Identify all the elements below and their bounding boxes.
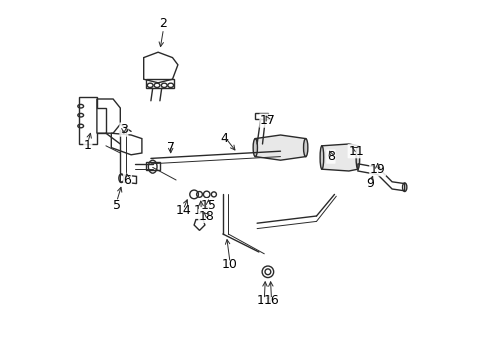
Text: 10: 10 — [222, 258, 238, 271]
Text: 7: 7 — [166, 141, 174, 154]
Text: 1: 1 — [84, 139, 92, 152]
Ellipse shape — [303, 139, 307, 157]
Text: 12: 12 — [193, 204, 209, 217]
Text: 4: 4 — [220, 132, 228, 145]
Text: 18: 18 — [198, 210, 214, 222]
Text: 17: 17 — [260, 114, 275, 127]
Text: 19: 19 — [369, 163, 385, 176]
Text: 3: 3 — [120, 123, 127, 136]
Text: 5: 5 — [112, 199, 121, 212]
Ellipse shape — [355, 146, 359, 169]
Ellipse shape — [320, 146, 323, 169]
Text: 11: 11 — [347, 145, 363, 158]
Text: 2: 2 — [159, 17, 167, 30]
Text: 9: 9 — [366, 177, 374, 190]
Ellipse shape — [253, 139, 257, 157]
Bar — [145, 162, 160, 170]
Text: 15: 15 — [200, 199, 216, 212]
Polygon shape — [255, 135, 305, 160]
Text: 13: 13 — [256, 294, 272, 307]
Text: 14: 14 — [175, 204, 191, 217]
Polygon shape — [321, 144, 357, 171]
Text: 16: 16 — [263, 294, 279, 307]
Text: 8: 8 — [326, 150, 334, 163]
Text: 6: 6 — [123, 174, 131, 186]
